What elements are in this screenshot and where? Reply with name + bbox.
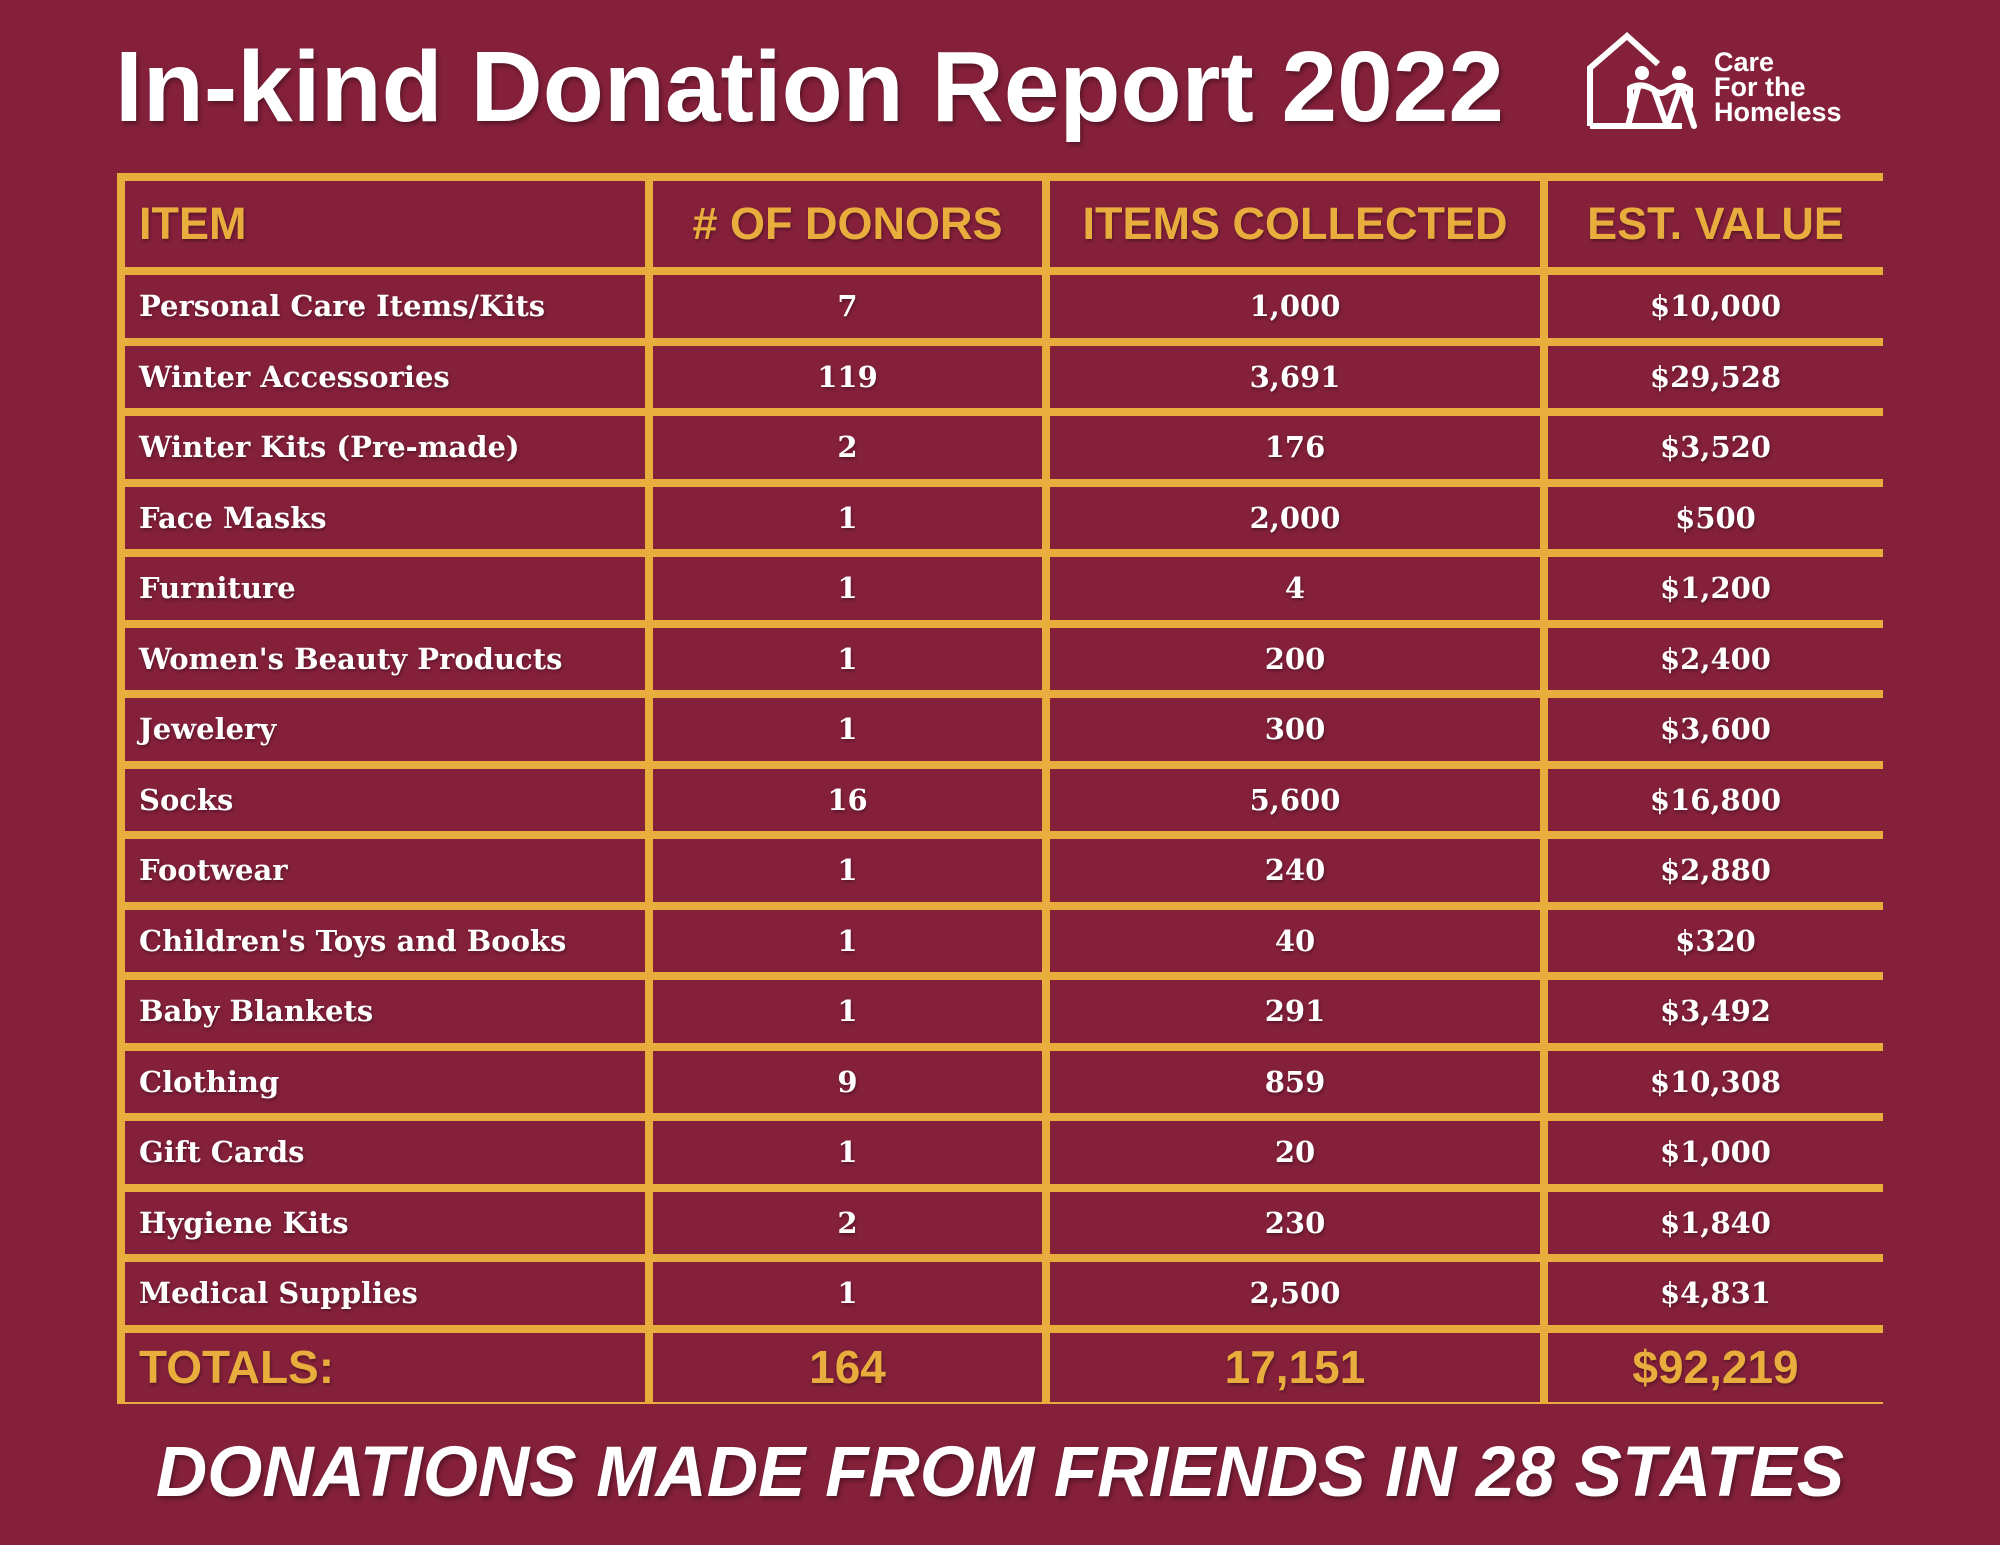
cell-item: Hygiene Kits <box>125 1191 645 1254</box>
cell-items-collected: 300 <box>1050 698 1540 761</box>
cell-item: Winter Accessories <box>125 345 645 408</box>
logo-text: Care <box>1714 47 1775 77</box>
cell-donors: 119 <box>653 345 1042 408</box>
header-donors: # OF DONORS <box>653 181 1042 267</box>
logo-text: For the <box>1714 72 1806 102</box>
cell-donors: 1 <box>653 627 1042 690</box>
cell-items-collected: 859 <box>1050 1050 1540 1113</box>
donation-table: ITEM # OF DONORS ITEMS COLLECTED EST. VALUE… <box>117 173 1883 1404</box>
cell-est-value: $2,400 <box>1548 627 1883 690</box>
cell-items-collected: 230 <box>1050 1191 1540 1254</box>
house-people-icon <box>1587 31 1697 129</box>
cell-donors: 1 <box>653 486 1042 549</box>
cell-est-value: $16,800 <box>1548 768 1883 831</box>
cell-donors: 1 <box>653 557 1042 620</box>
total-est-value: $92,219 <box>1548 1332 1883 1402</box>
cell-item: Footwear <box>125 839 645 902</box>
cell-donors: 1 <box>653 839 1042 902</box>
cell-donors: 16 <box>653 768 1042 831</box>
cell-items-collected: 5,600 <box>1050 768 1540 831</box>
cell-donors: 2 <box>653 1191 1042 1254</box>
cell-items-collected: 3,691 <box>1050 345 1540 408</box>
cell-item: Face Masks <box>125 486 645 549</box>
cell-donors: 1 <box>653 698 1042 761</box>
cell-est-value: $10,000 <box>1548 275 1883 338</box>
cell-item: Winter Kits (Pre-made) <box>125 416 645 479</box>
cell-donors: 1 <box>653 980 1042 1043</box>
cell-donors: 2 <box>653 416 1042 479</box>
cell-item: Baby Blankets <box>125 980 645 1043</box>
cell-item: Personal Care Items/Kits <box>125 275 645 338</box>
cell-est-value: $3,600 <box>1548 698 1883 761</box>
cell-items-collected: 200 <box>1050 627 1540 690</box>
cell-donors: 1 <box>653 909 1042 972</box>
footer-banner: DONATIONS MADE FROM FRIENDS IN 28 STATES <box>155 1433 1845 1512</box>
cell-est-value: $3,520 <box>1548 416 1883 479</box>
cell-donors: 1 <box>653 1121 1042 1184</box>
page-title: In-kind Donation Report 2022 <box>115 31 1505 143</box>
total-donors: 164 <box>653 1332 1042 1402</box>
cell-items-collected: 4 <box>1050 557 1540 620</box>
cell-item: Gift Cards <box>125 1121 645 1184</box>
cell-est-value: $3,492 <box>1548 980 1883 1043</box>
cell-items-collected: 2,000 <box>1050 486 1540 549</box>
cell-donors: 9 <box>653 1050 1042 1113</box>
cell-est-value: $500 <box>1548 486 1883 549</box>
cell-est-value: $1,000 <box>1548 1121 1883 1184</box>
cell-est-value: $1,200 <box>1548 557 1883 620</box>
cell-est-value: $1,840 <box>1548 1191 1883 1254</box>
header-item: ITEM <box>125 181 645 267</box>
cell-items-collected: 2,500 <box>1050 1262 1540 1325</box>
logo: Care For the Homeless <box>1582 28 1882 133</box>
cell-est-value: $10,308 <box>1548 1050 1883 1113</box>
cell-items-collected: 20 <box>1050 1121 1540 1184</box>
cell-donors: 7 <box>653 275 1042 338</box>
cell-item: Clothing <box>125 1050 645 1113</box>
logo-text: Homeless <box>1714 97 1842 127</box>
cell-est-value: $4,831 <box>1548 1262 1883 1325</box>
cell-item: Jewelery <box>125 698 645 761</box>
cell-donors: 1 <box>653 1262 1042 1325</box>
header-est-value: EST. VALUE <box>1548 181 1883 267</box>
cell-item: Medical Supplies <box>125 1262 645 1325</box>
total-item: TOTALS: <box>125 1332 645 1402</box>
cell-items-collected: 240 <box>1050 839 1540 902</box>
cell-items-collected: 40 <box>1050 909 1540 972</box>
cell-item: Women's Beauty Products <box>125 627 645 690</box>
cell-est-value: $320 <box>1548 909 1883 972</box>
cell-items-collected: 1,000 <box>1050 275 1540 338</box>
total-items-collected: 17,151 <box>1050 1332 1540 1402</box>
cell-est-value: $2,880 <box>1548 839 1883 902</box>
cell-items-collected: 291 <box>1050 980 1540 1043</box>
cell-est-value: $29,528 <box>1548 345 1883 408</box>
header-items-collected: ITEMS COLLECTED <box>1050 181 1540 267</box>
cell-items-collected: 176 <box>1050 416 1540 479</box>
cell-item: Furniture <box>125 557 645 620</box>
cell-item: Children's Toys and Books <box>125 909 645 972</box>
cell-item: Socks <box>125 768 645 831</box>
